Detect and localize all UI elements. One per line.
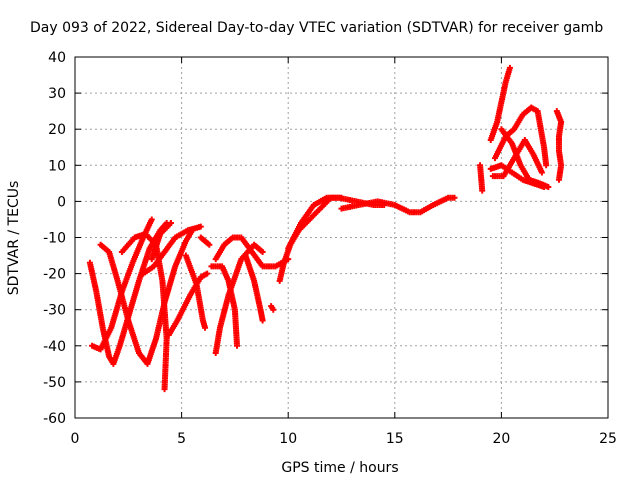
data-point (202, 324, 209, 331)
data-point (270, 306, 277, 313)
data-point (543, 162, 550, 169)
y-tick-label: 40 (48, 50, 66, 66)
y-tick-label: -10 (43, 231, 66, 247)
series-arc-c (97, 227, 196, 367)
grid-lines (75, 57, 608, 418)
series-arc-r (477, 162, 486, 194)
axes (74, 56, 609, 419)
data-point (451, 194, 458, 201)
series-arc-q (268, 303, 277, 313)
y-tick-label: 0 (57, 194, 66, 210)
data-point (259, 317, 266, 324)
y-tick-label: 20 (48, 122, 66, 138)
data-points (86, 64, 565, 393)
data-point (234, 342, 241, 349)
series-arc-o (285, 194, 388, 252)
x-axis-label: GPS time / hours (281, 460, 398, 476)
data-point (161, 386, 168, 393)
series-arc-b (89, 216, 155, 353)
x-tick-label: 5 (177, 431, 186, 447)
data-point (538, 169, 545, 176)
y-tick-label: -50 (43, 375, 66, 391)
y-axis-label: SDTVAR / TECUs (6, 181, 22, 296)
series-arc-h (182, 252, 209, 331)
data-point (555, 176, 562, 183)
chart-title: Day 093 of 2022, Sidereal Day-to-day VTE… (30, 20, 603, 36)
data-point (204, 270, 211, 277)
series-arc-x (553, 108, 565, 183)
data-point (206, 241, 213, 248)
series-arc-e (140, 223, 204, 277)
x-tick-label: 25 (599, 431, 617, 447)
y-tick-label: -30 (43, 303, 66, 319)
x-tick-label: 20 (492, 431, 510, 447)
y-tick-label: -60 (43, 411, 66, 427)
y-tick-label: 30 (48, 86, 66, 102)
data-point (259, 248, 266, 255)
data-point (148, 216, 155, 223)
series-arc-k (212, 234, 292, 270)
data-point (545, 183, 552, 190)
series-arc-i (197, 234, 213, 248)
data-point (197, 223, 204, 230)
series-arc-w (498, 126, 552, 190)
y-tick-label: 10 (48, 158, 66, 174)
series-arc-m (242, 252, 266, 324)
series-arc-f (148, 220, 174, 263)
x-tick-labels: 0 5 10 15 20 25 (71, 431, 617, 447)
data-point (167, 220, 174, 227)
y-tick-label: -20 (43, 267, 66, 283)
x-tick-label: 15 (386, 431, 404, 447)
series-arc-l (208, 263, 241, 349)
y-tick-labels: -60 -50 -40 -30 -20 -10 0 10 20 30 40 (43, 50, 66, 427)
data-point (506, 64, 513, 71)
y-tick-label: -40 (43, 339, 66, 355)
x-tick-label: 0 (71, 431, 80, 447)
x-tick-label: 10 (279, 431, 297, 447)
data-point (479, 187, 486, 194)
series-arc-p (338, 194, 458, 216)
series-arc-s (487, 64, 513, 144)
